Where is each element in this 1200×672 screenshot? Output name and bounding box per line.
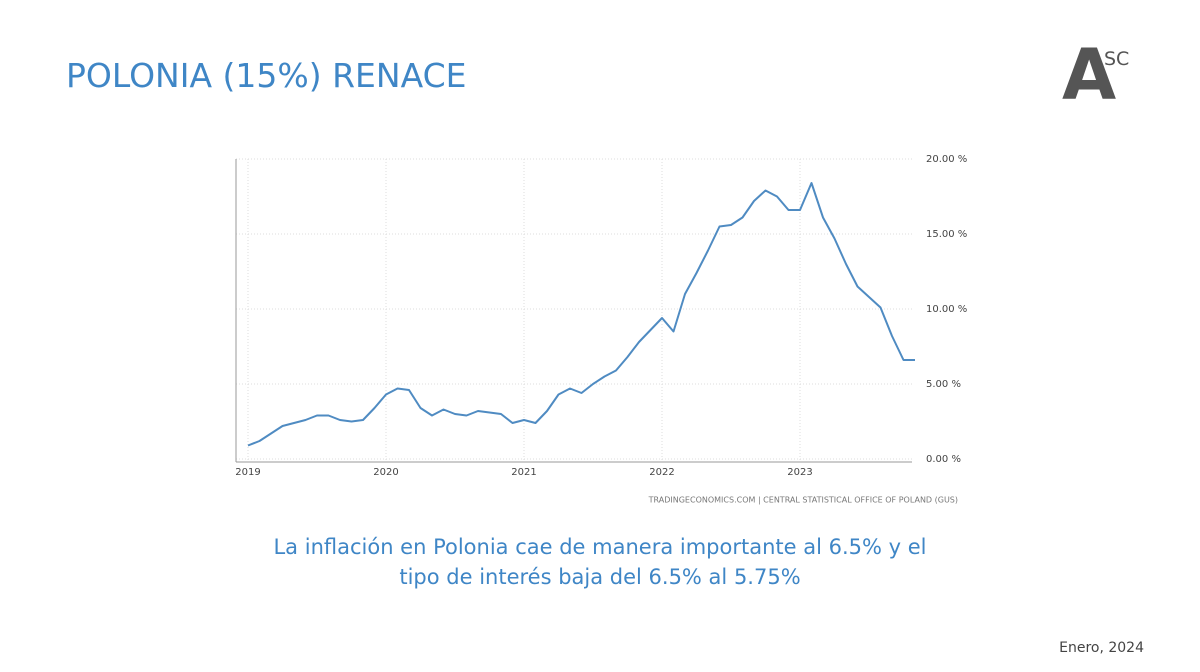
footer: Enero, 2024 <box>1059 640 1144 656</box>
logo-sup: SC <box>1104 48 1130 70</box>
logo-letter: A <box>1062 34 1117 116</box>
slide-title: POLONIA (15%) RENACE <box>66 56 467 95</box>
y-tick-label: 10.00 % <box>926 304 967 315</box>
logo: A SC <box>1062 40 1129 110</box>
x-tick-label: 2021 <box>511 467 536 478</box>
chart: TRADINGECONOMICS.COM | CENTRAL STATISTIC… <box>235 154 967 505</box>
line <box>247 182 915 447</box>
y-tick-label: 0.00 % <box>926 454 961 465</box>
source: TRADINGECONOMICS.COM | CENTRAL STATISTIC… <box>648 496 958 505</box>
x-tick-label: 2022 <box>649 467 674 478</box>
y-tick-label: 15.00 % <box>926 229 967 240</box>
x-tick-label: 2020 <box>373 467 398 478</box>
x-tick-label: 2023 <box>787 467 812 478</box>
y-tick-label: 20.00 % <box>926 154 967 165</box>
x-tick-label: 2019 <box>235 467 260 478</box>
caption: La inflación en Polonia cae de manera im… <box>273 535 927 589</box>
y-tick-label: 5.00 % <box>926 379 961 390</box>
